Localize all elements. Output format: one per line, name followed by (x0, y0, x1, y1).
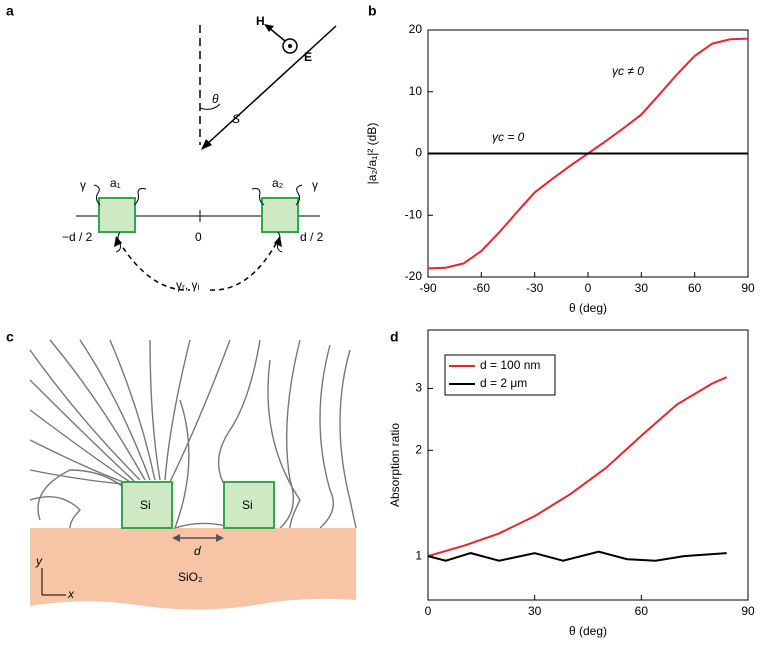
arrow-head (274, 236, 282, 247)
si-block (223, 481, 275, 529)
diagram-c: Si Si d SiO₂ y x (29, 339, 357, 610)
panel-label: d (390, 329, 399, 345)
gap-label: d (194, 544, 201, 558)
field-lines (29, 339, 357, 530)
s-label: S (232, 112, 240, 126)
si-block (121, 481, 173, 529)
coupling-label: γᵣ, γᵢ (176, 278, 200, 292)
y-tick-label: 10 (409, 84, 423, 98)
y-axis-label: Absorption ratio (388, 423, 402, 507)
annotation: γc = 0 (492, 130, 525, 144)
resonator (98, 197, 136, 233)
x-tick-label: 90 (741, 604, 755, 618)
resonator (261, 197, 299, 233)
legend-label: d = 100 nm (480, 358, 540, 372)
arrow-head (172, 534, 180, 542)
e-field-dot (288, 44, 292, 48)
e-field-symbol (282, 38, 298, 54)
y-tick-label: 20 (409, 22, 423, 36)
plot-frame (427, 329, 749, 601)
si-label: Si (242, 498, 253, 512)
coupling-arcs (117, 239, 279, 291)
x-tick-label: -30 (526, 281, 544, 295)
x-tick-label: 0 (585, 281, 592, 295)
right-position: d / 2 (300, 230, 324, 244)
x-tick-label: 90 (741, 281, 755, 295)
y-tick-label: -10 (405, 207, 423, 221)
y-tick-label: 3 (415, 381, 422, 395)
theta-label: θ (212, 92, 219, 106)
substrate-label: SiO₂ (178, 570, 203, 584)
series-line (427, 550, 727, 562)
angle-arc (199, 103, 221, 110)
x-axis-label: x (67, 587, 75, 601)
annotation: γc ≠ 0 (612, 64, 644, 78)
arrow-head (201, 139, 212, 150)
x-axis-label: θ (deg) (569, 301, 607, 315)
e-label: E (304, 50, 312, 64)
x-tick-label: 60 (635, 604, 649, 618)
substrate (30, 528, 356, 610)
panel-label: c (6, 329, 14, 345)
x-tick-label: 60 (688, 281, 702, 295)
y-tick-label: -20 (405, 269, 423, 283)
arrow-head (216, 534, 224, 542)
series-line (427, 376, 728, 558)
y-axis-label: |a₂/a₁|² (dB) (365, 123, 379, 185)
a2-label: a₂ (272, 176, 284, 190)
y-tick-label: 0 (415, 146, 422, 160)
gamma-label: γ (312, 178, 318, 192)
x-tick-label: 30 (635, 281, 649, 295)
x-tick-label: 0 (425, 604, 432, 618)
legend-box (444, 354, 556, 396)
x-axis-label: θ (deg) (569, 624, 607, 638)
si-label: Si (140, 498, 151, 512)
panel-label: b (368, 3, 377, 19)
y-tick-label: 1 (415, 548, 422, 562)
panel-label: a (6, 3, 14, 19)
y-tick-label: 2 (415, 442, 422, 456)
gamma-label: γ (80, 178, 86, 192)
h-label: H (256, 14, 265, 28)
wave-direction (205, 25, 337, 146)
x-tick-label: -90 (419, 281, 437, 295)
diagram-a: H E θ S a₁ a₂ γ γ −d / 2 0 d / 2 γᵣ, γᵢ (62, 14, 337, 292)
x-tick-label: -60 (473, 281, 491, 295)
x-tick-label: 30 (528, 604, 542, 618)
origin-label: 0 (195, 230, 202, 244)
arrow-head (264, 24, 274, 32)
y-axis-label: y (35, 554, 43, 568)
left-position: −d / 2 (62, 230, 93, 244)
a1-label: a₁ (110, 176, 121, 190)
legend-label: d = 2 μm (480, 376, 527, 390)
arrow-head (114, 236, 122, 247)
